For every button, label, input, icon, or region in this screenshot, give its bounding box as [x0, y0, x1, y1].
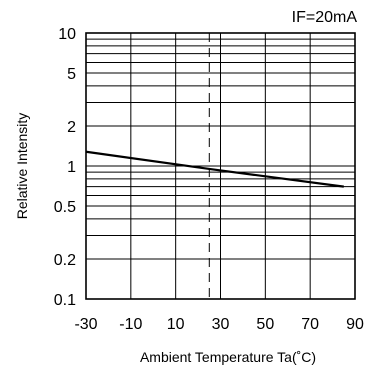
y-tick-label: 5: [67, 66, 76, 83]
y-tick-label: 0.5: [54, 199, 76, 216]
y-tick-label: 0.2: [54, 252, 76, 269]
x-tick-label: -30: [74, 316, 97, 333]
x-tick-label: 70: [301, 316, 319, 333]
y-tick-label: 10: [58, 26, 76, 43]
y-tick-labels: 0.1 0.2 0.5 1 2 5 10: [54, 26, 76, 309]
x-tick-label: 30: [212, 316, 230, 333]
y-tick-label: 2: [67, 119, 76, 136]
x-tick-label: -10: [119, 316, 142, 333]
x-tick-labels: -30 -10 10 30 50 70 90: [74, 316, 364, 333]
condition-label: IF=20mA: [292, 9, 358, 26]
y-tick-label: 0.1: [54, 292, 76, 309]
y-tick-label: 1: [67, 159, 76, 176]
x-axis-label: Ambient Temperature Ta(˚C): [140, 349, 316, 365]
plot-frame: [85, 32, 356, 300]
x-tick-label: 10: [167, 316, 185, 333]
x-tick-label: 50: [256, 316, 274, 333]
x-tick-label: 90: [346, 316, 364, 333]
relative-intensity-line: [85, 150, 344, 188]
y-axis-label: Relative Intensity: [14, 113, 30, 220]
grid: [86, 33, 355, 299]
